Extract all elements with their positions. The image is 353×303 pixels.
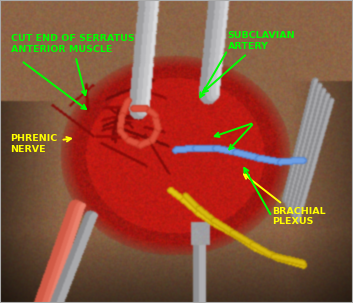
Text: BRACHIAL
PLEXUS: BRACHIAL PLEXUS xyxy=(244,174,325,226)
Text: SUBCLAVIAN
ARTERY: SUBCLAVIAN ARTERY xyxy=(203,31,295,92)
Text: PHRENIC
NERVE: PHRENIC NERVE xyxy=(11,134,71,154)
Text: CUT END OF SERRATUS
ANTERIOR MUSCLE: CUT END OF SERRATUS ANTERIOR MUSCLE xyxy=(11,34,134,95)
